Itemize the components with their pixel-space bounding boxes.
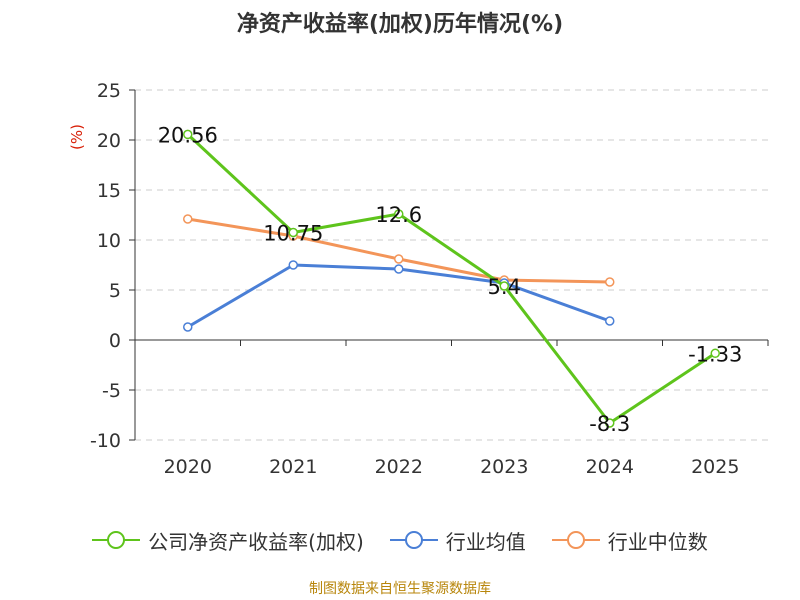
y-tick-label: -10 [90, 430, 121, 452]
y-tick-label: 15 [97, 180, 121, 202]
y-tick-label: 10 [97, 230, 121, 252]
x-tick-label: 2023 [480, 456, 528, 478]
legend-label-industry-median: 行业中位数 [607, 529, 708, 554]
data-point [394, 254, 404, 264]
y-tick-label: -5 [102, 380, 121, 402]
x-tick-label: 2025 [691, 456, 739, 478]
data-point [394, 209, 404, 219]
source-footer: 制图数据来自恒生聚源数据库 [309, 581, 491, 597]
y-tick-label: 5 [109, 280, 121, 302]
x-tick-label: 2022 [375, 456, 423, 478]
data-label: 12.6 [375, 203, 422, 227]
legend-item-company[interactable]: 公司净资产收益率(加权) [92, 526, 364, 555]
series-line [186, 133, 717, 425]
y-tick-label: 0 [109, 330, 121, 352]
data-label: 5.4 [488, 275, 521, 299]
data-point [605, 277, 615, 287]
x-tick-label: 2020 [164, 456, 212, 478]
legend-item-industry-median[interactable]: 行业中位数 [551, 526, 708, 555]
series-line [186, 263, 611, 329]
legend-label-company: 公司净资产收益率(加权) [148, 529, 364, 554]
y-tick-label: 20 [97, 130, 121, 152]
x-tick-label: 2024 [586, 456, 634, 478]
data-point [288, 227, 298, 238]
data-point [183, 129, 193, 140]
data-point [605, 418, 615, 428]
legend-line-circle-icon [551, 531, 600, 549]
line-chart: 25 20 15 10 5 0 -5 -10 2020 2021 2022 2023 2024 2025 2… [90, 80, 769, 478]
legend-line-circle-icon [389, 531, 438, 549]
legend-line-circle-icon [92, 531, 141, 549]
legend: 公司净资产收益率(加权) 行业均值 行业中位数 [0, 520, 800, 560]
data-label: 10.75 [263, 222, 323, 246]
y-tick-label: 25 [97, 80, 121, 102]
data-label: -1.33 [688, 342, 742, 366]
data-point [499, 281, 509, 291]
data-label: -8.3 [589, 412, 630, 436]
x-tick-label: 2021 [269, 456, 317, 478]
data-label: 20.56 [158, 123, 218, 147]
legend-label-industry-mean: 行业均值 [445, 529, 526, 554]
data-point [183, 214, 193, 224]
data-point [183, 322, 193, 332]
data-point [394, 264, 404, 274]
data-point [710, 348, 720, 359]
data-point [605, 316, 615, 326]
chart-title: 净资产收益率(加权)历年情况(%) [236, 12, 564, 37]
data-point [288, 260, 298, 270]
legend-item-industry-mean[interactable]: 行业均值 [389, 526, 526, 555]
